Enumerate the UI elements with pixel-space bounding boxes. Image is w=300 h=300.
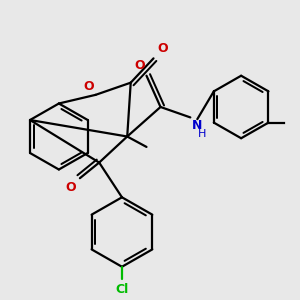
Text: N: N [192, 119, 202, 132]
Text: O: O [83, 80, 94, 93]
Text: O: O [157, 42, 168, 55]
Text: Cl: Cl [115, 284, 129, 296]
Text: H: H [198, 128, 206, 139]
Text: O: O [134, 59, 145, 72]
Text: O: O [65, 181, 76, 194]
